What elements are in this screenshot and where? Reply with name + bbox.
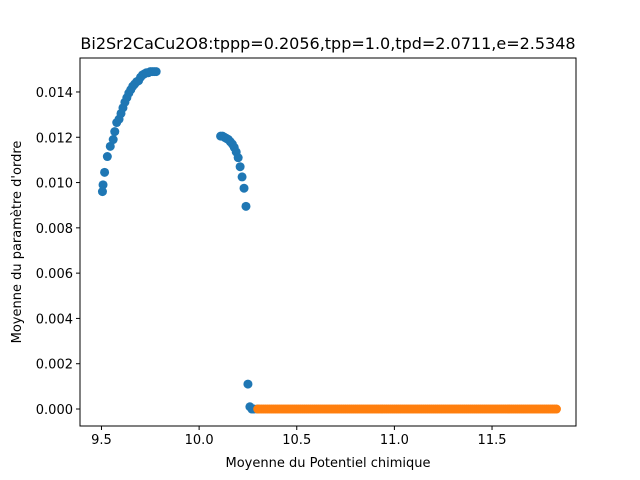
data-point-series-1 bbox=[102, 152, 112, 162]
data-point-series-1 bbox=[235, 162, 245, 172]
plot-area bbox=[79, 57, 577, 427]
x-axis: 9.5 10.0 10.5 11.0 11.5 bbox=[91, 426, 507, 448]
data-point-series-1 bbox=[97, 187, 107, 197]
x-tick-label: 11.0 bbox=[380, 433, 409, 448]
data-point-series-1 bbox=[100, 167, 110, 177]
chart-title: Bi2Sr2CaCu2O8:tppp=0.2056,tpp=1.0,tpd=2.… bbox=[80, 34, 575, 53]
y-tick-label: 0.010 bbox=[36, 177, 73, 192]
data-point-series-1 bbox=[105, 141, 115, 151]
y-axis-label: Moyenne du paramètre d'ordre bbox=[10, 141, 25, 344]
y-tick-label: 0.006 bbox=[36, 267, 73, 282]
data-point-series-2 bbox=[551, 404, 561, 414]
y-tick-label: 0.008 bbox=[36, 222, 73, 237]
data-point-series-1 bbox=[98, 180, 108, 190]
data-point-series-1 bbox=[243, 379, 253, 389]
y-tick-label: 0.012 bbox=[36, 131, 73, 146]
data-point-series-1 bbox=[239, 183, 249, 193]
data-point-series-1 bbox=[233, 153, 243, 163]
data-point-series-1 bbox=[110, 127, 120, 137]
y-tick-label: 0.000 bbox=[36, 403, 73, 418]
data-point-series-1 bbox=[237, 172, 247, 182]
y-tick-label: 0.004 bbox=[36, 312, 73, 327]
x-axis-label: Moyenne du Potentiel chimique bbox=[226, 456, 431, 471]
y-axis: 0.000 0.002 0.004 0.006 0.008 0.010 0.012 0.014 bbox=[36, 86, 80, 418]
data-point-series-1 bbox=[151, 67, 161, 77]
x-tick-label: 11.5 bbox=[478, 433, 507, 448]
data-point-series-1 bbox=[241, 201, 251, 211]
x-tick-label: 10.0 bbox=[185, 433, 214, 448]
plot-frame bbox=[79, 57, 577, 427]
x-tick-label: 9.5 bbox=[91, 433, 112, 448]
x-tick-label: 10.5 bbox=[282, 433, 311, 448]
data-point-series-1 bbox=[108, 135, 118, 145]
markers bbox=[97, 67, 561, 414]
y-tick-label: 0.002 bbox=[36, 358, 73, 373]
y-tick-label: 0.014 bbox=[36, 86, 73, 101]
